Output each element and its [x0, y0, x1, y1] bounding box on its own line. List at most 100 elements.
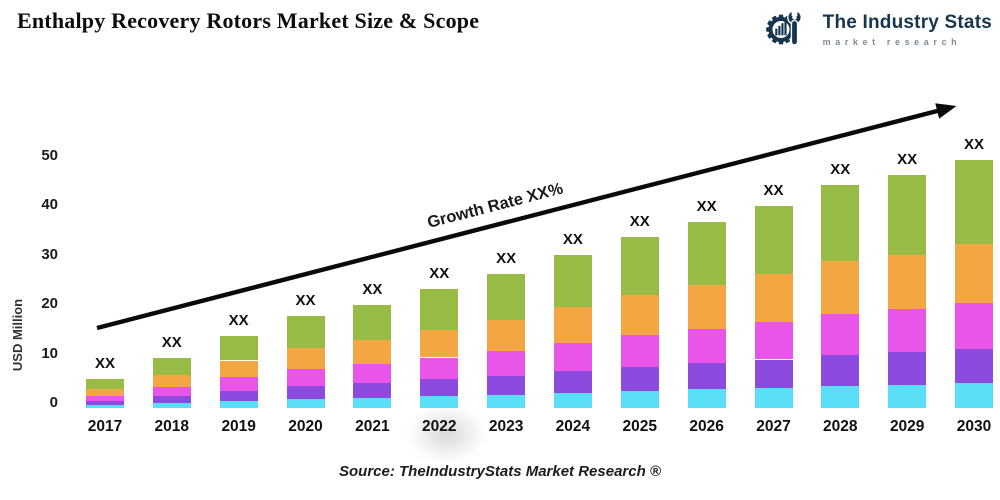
bar-segment — [420, 379, 459, 397]
x-tick-label: 2019 — [221, 418, 256, 435]
bar-value-label: XX — [897, 151, 918, 169]
stacked-bar-chart: USD Million 0 10 20 30 40 50 XX 2017 XX 2018 XX 20… — [0, 60, 1000, 463]
bar-segment — [754, 321, 793, 360]
bar-segment — [487, 319, 526, 352]
bar-segment — [620, 366, 659, 391]
y-tick-label: 20 — [41, 295, 58, 312]
bar-segment — [754, 359, 793, 388]
bar-segment — [152, 358, 191, 375]
bar-segment — [420, 396, 459, 408]
bar-segment — [553, 255, 592, 307]
bar-segment — [955, 160, 993, 245]
bar-segment — [487, 274, 526, 320]
bar-segment — [152, 403, 191, 409]
bar-segment — [286, 368, 325, 386]
bar-segment — [687, 363, 726, 390]
bar-value-label: XX — [94, 354, 115, 372]
bar-segment — [219, 400, 258, 408]
bar-segment — [219, 336, 258, 361]
bar-segment — [754, 387, 793, 408]
x-tick-label: 2027 — [756, 418, 791, 435]
x-tick-label: 2030 — [956, 418, 992, 435]
source-note: Source: TheIndustryStats Market Research… — [339, 463, 661, 480]
bar-segment — [955, 244, 993, 303]
bar-segment — [687, 389, 726, 408]
bar-segment — [420, 289, 459, 330]
bar-value-label: XX — [830, 161, 851, 179]
x-tick-label: 2022 — [422, 418, 457, 435]
bar-segment — [420, 329, 459, 358]
watermark-smudge — [408, 405, 486, 463]
brand-logo: The Industry Stats market research — [763, 6, 992, 53]
bar-value-label: XX — [362, 280, 383, 298]
bar-segment — [86, 378, 124, 389]
bar-value-label: XX — [161, 334, 182, 351]
bar-segment — [888, 254, 927, 310]
bar-value-label: XX — [696, 197, 717, 215]
bar-segment — [420, 357, 459, 380]
bar-segment — [821, 354, 860, 386]
bar-segment — [821, 313, 860, 355]
bar-segment — [888, 175, 927, 255]
bar-value-label: XX — [763, 181, 784, 199]
x-tick-label: 2020 — [288, 418, 323, 435]
bar-segment — [219, 360, 258, 378]
bar-segment — [86, 405, 124, 408]
bar-segment — [286, 398, 325, 408]
bar-value-label: XX — [562, 231, 583, 248]
x-tick-label: 2018 — [154, 418, 190, 435]
bar-segment — [955, 383, 993, 409]
gear-wrench-barchart-icon — [765, 7, 802, 46]
bar-segment — [553, 307, 592, 344]
brand-name: The Industry Stats — [822, 12, 992, 33]
x-tick-label: 2025 — [622, 418, 658, 435]
bar-segment — [86, 395, 124, 401]
bar-segment — [353, 363, 392, 384]
x-tick-label: 2028 — [823, 418, 858, 435]
bar-segment — [353, 304, 392, 340]
bar-segment — [487, 351, 526, 376]
y-tick-label: 30 — [41, 245, 58, 263]
bar-segment — [219, 377, 258, 391]
y-tick-label: 0 — [49, 394, 58, 411]
bar-segment — [553, 343, 592, 372]
bar-segment — [888, 352, 927, 385]
bar-segment — [888, 309, 927, 353]
growth-rate-annotation: Growth Rate XX% — [425, 179, 565, 231]
bar-segment — [888, 384, 927, 408]
bar-segment — [353, 339, 392, 364]
bar-segment — [821, 185, 860, 261]
bar-segment — [620, 237, 659, 296]
bar-segment — [152, 386, 191, 397]
x-tick-label: 2024 — [555, 418, 591, 435]
bar-segment — [286, 347, 325, 369]
y-axis-title: USD Million — [10, 298, 25, 372]
bar-segment — [353, 397, 392, 408]
bar-segment — [86, 388, 124, 396]
bar-value-label: XX — [496, 250, 517, 268]
x-tick-label: 2021 — [355, 418, 390, 435]
bar-segment — [152, 396, 191, 403]
bar-segment — [955, 348, 993, 384]
bar-segment — [286, 316, 325, 348]
bar-segment — [687, 328, 726, 363]
bar-segment — [687, 221, 726, 286]
bar-segment — [487, 375, 526, 395]
bar-segment — [821, 261, 860, 314]
bar-segment — [821, 385, 860, 408]
bar-segment — [553, 371, 592, 393]
bar-segment — [620, 295, 659, 336]
y-tick-label: 40 — [41, 196, 58, 213]
bar-segment — [955, 302, 993, 349]
y-tick-label: 10 — [41, 344, 58, 362]
brand-tagline: market research — [822, 37, 962, 47]
bar-segment — [754, 205, 793, 275]
bar-segment — [754, 274, 793, 322]
page-title: Enthalpy Recovery Rotors Market Size & S… — [17, 8, 480, 33]
x-tick-label: 2026 — [689, 418, 724, 435]
x-tick-label: 2023 — [488, 418, 524, 435]
bar-value-label: XX — [429, 265, 450, 283]
bar-value-label: XX — [963, 136, 984, 153]
bar-value-label: XX — [629, 213, 650, 231]
